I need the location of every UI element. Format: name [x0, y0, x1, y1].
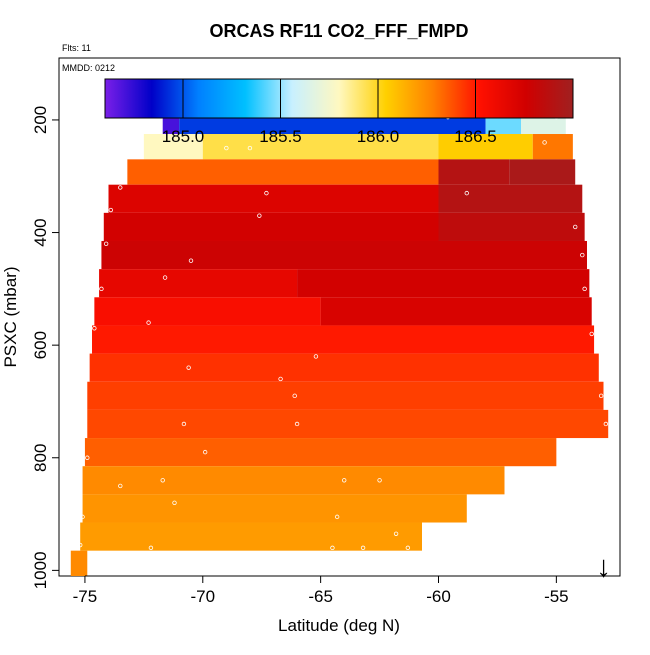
flight-track-point: [542, 140, 547, 145]
heatmap-cell: [101, 240, 587, 270]
flight-track-point: [264, 190, 269, 196]
y-tick-label: 400: [31, 218, 50, 246]
heatmap-cell: [143, 134, 203, 160]
heatmap-cell: [99, 269, 298, 298]
heatmap-cell: [94, 297, 321, 326]
flight-track-point: [278, 376, 283, 382]
flight-track-point: [108, 207, 114, 213]
flight-track-point: [85, 455, 90, 460]
flight-track-point: [589, 331, 594, 337]
flight-track-point: [377, 478, 382, 483]
flight-track-point: [118, 483, 123, 489]
heatmap-cell: [108, 184, 439, 213]
flight-track-point: [92, 326, 97, 331]
heatmap-cell: [202, 134, 439, 160]
heatmap-cell: [320, 297, 592, 326]
arrow-marker: ↓: [596, 551, 611, 584]
flight-track-point: [573, 224, 578, 230]
flight-track-point: [188, 258, 194, 263]
flights-label: Flts: 11: [62, 43, 91, 53]
colorbar-tick-label: 185.0: [162, 127, 205, 146]
flight-track-point: [78, 542, 83, 548]
heatmap-cell: [532, 134, 573, 160]
flight-track-point: [181, 421, 187, 427]
flight-track-point: [99, 286, 104, 292]
flight-track-point: [313, 354, 319, 359]
flight-track-point: [294, 421, 300, 427]
colorbar: [104, 78, 574, 119]
heatmap-cell: [127, 159, 439, 185]
heatmap-cell: [87, 409, 609, 439]
heatmap-cell: [92, 325, 595, 354]
heatmap-bands: [70, 105, 609, 576]
heatmap-cell: [509, 159, 576, 185]
y-axis: 200 400 600 800 1000: [31, 106, 60, 589]
flight-track-point: [160, 478, 165, 483]
heatmap-cell: [82, 466, 505, 495]
flight-track-point: [80, 514, 85, 520]
flight-track-point: [598, 393, 604, 399]
colorbar-tick-label: 185.5: [259, 127, 302, 146]
flight-track-point: [247, 145, 253, 151]
flight-track-point: [582, 286, 587, 292]
flight-track-point: [146, 320, 151, 325]
heatmap-cell: [87, 381, 604, 410]
flight-track-point: [405, 545, 411, 551]
flight-track-point: [393, 531, 399, 536]
y-tick-label: 600: [31, 331, 50, 359]
flight-track-point: [172, 500, 177, 506]
colorbar-tick-label: 186.5: [454, 127, 497, 146]
flight-track-point: [162, 275, 168, 280]
flight-track-point: [224, 145, 229, 151]
heatmap-cell: [89, 353, 599, 382]
x-axis: -75 -70 -65 -60 -55: [73, 575, 569, 606]
flight-track-point: [103, 241, 109, 247]
flight-track-point: [202, 449, 208, 455]
flight-track-point: [360, 545, 366, 551]
flight-track-point: [334, 514, 340, 520]
heatmap-cell: [438, 212, 585, 241]
flight-track-point: [148, 545, 154, 551]
heatmap-cell: [103, 212, 439, 241]
flight-track-point: [257, 213, 262, 218]
y-axis-label: PSXC (mbar): [1, 266, 20, 367]
flight-track-point: [118, 185, 123, 190]
heatmap-cell: [438, 184, 583, 213]
heatmap-cell: [297, 269, 590, 298]
x-tick-label: -65: [308, 587, 333, 606]
heatmap-cell: [82, 494, 467, 523]
flight-track-point: [85, 354, 90, 359]
x-tick-label: -75: [73, 587, 98, 606]
y-tick-label: 1000: [31, 551, 50, 589]
x-axis-label: Latitude (deg N): [278, 616, 400, 635]
flight-track-point: [292, 393, 297, 399]
x-tick-label: -55: [544, 587, 569, 606]
heatmap-cell: [80, 522, 422, 551]
flight-track-point: [464, 190, 469, 196]
heatmap-cell: [70, 550, 88, 576]
colorbar-ticks: 185.0 185.5 186.0 186.5: [162, 79, 497, 146]
flight-track-point: [186, 365, 191, 370]
y-tick-label: 200: [31, 106, 50, 134]
date-label: MMDD: 0212: [62, 63, 115, 73]
heatmap-cell: [84, 438, 557, 467]
chart-title: ORCAS RF11 CO2_FFF_FMPD: [209, 21, 468, 41]
flight-track-point: [603, 421, 609, 427]
flight-track-point: [330, 545, 335, 551]
heatmap-cell: [438, 159, 510, 185]
heatmap-cell: [438, 134, 533, 160]
x-tick-label: -70: [190, 587, 215, 606]
y-tick-label: 800: [31, 444, 50, 472]
flight-track-point: [342, 478, 347, 483]
x-tick-label: -60: [426, 587, 451, 606]
colorbar-tick-label: 186.0: [357, 127, 400, 146]
flight-track-point: [580, 252, 585, 258]
